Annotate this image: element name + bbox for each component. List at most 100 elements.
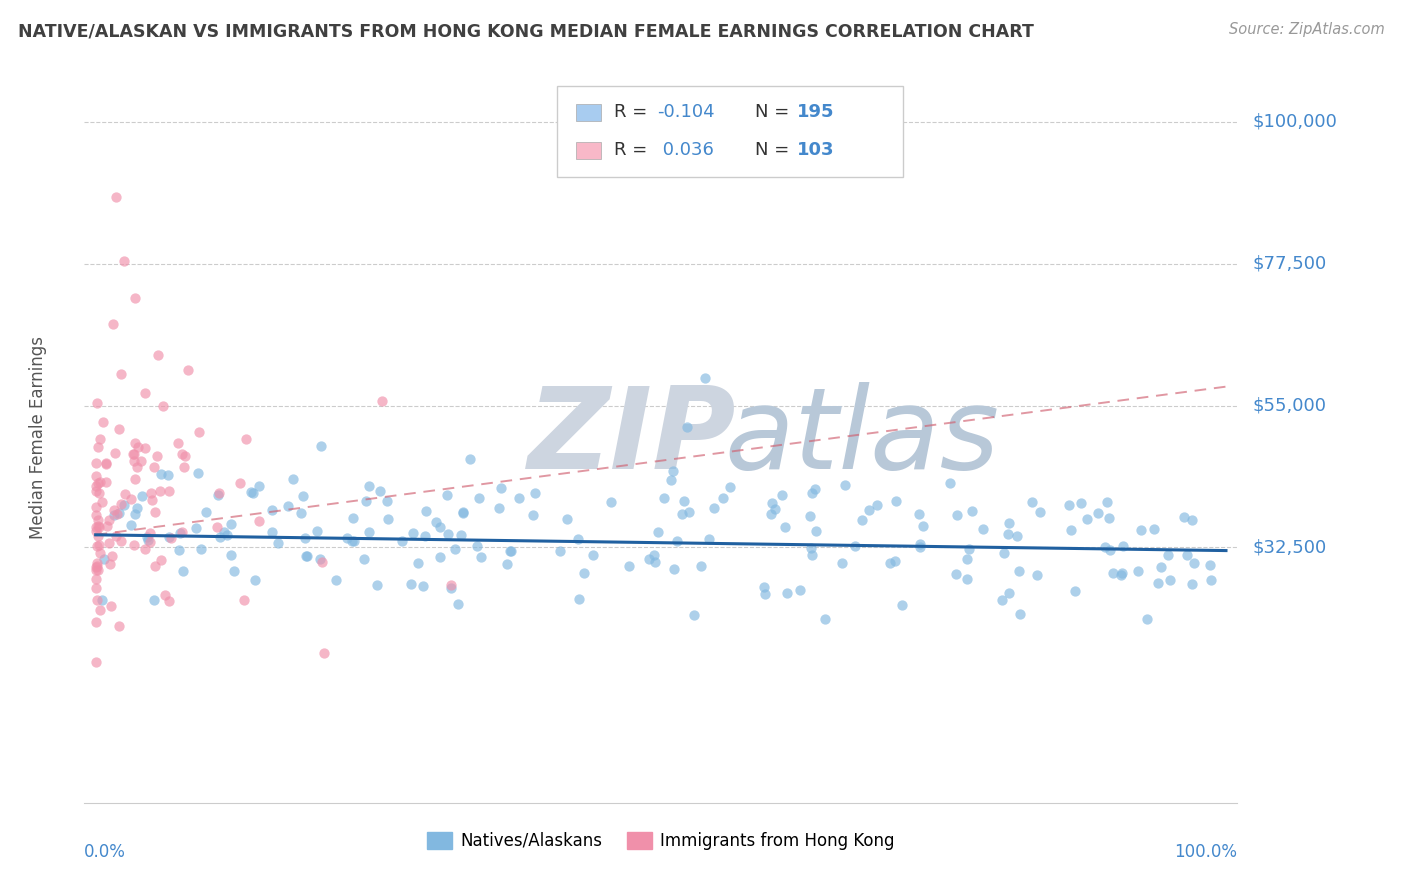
Point xyxy=(219,548,242,562)
Text: R =: R = xyxy=(613,141,652,159)
Point xyxy=(169,543,191,558)
Point xyxy=(800,541,823,555)
Point xyxy=(671,507,693,521)
Point xyxy=(695,371,717,385)
Point xyxy=(84,615,107,629)
Point xyxy=(1063,584,1085,599)
Point xyxy=(1126,564,1149,578)
Point xyxy=(212,525,235,540)
Point xyxy=(120,492,142,507)
Point xyxy=(127,440,149,454)
Point xyxy=(1143,522,1166,536)
Point xyxy=(157,483,180,498)
Point xyxy=(173,460,195,475)
Point xyxy=(371,394,394,409)
Point xyxy=(366,578,388,592)
Point xyxy=(233,592,256,607)
Point xyxy=(1199,574,1222,588)
Point xyxy=(188,425,211,439)
Point xyxy=(844,539,866,553)
Point xyxy=(172,447,194,461)
Point xyxy=(1135,612,1157,626)
Point xyxy=(143,459,166,474)
Point xyxy=(672,494,695,508)
Point xyxy=(98,536,121,550)
Point xyxy=(883,554,905,568)
Point xyxy=(281,472,304,486)
Point xyxy=(638,552,661,566)
Point xyxy=(834,478,856,492)
Point xyxy=(222,565,245,579)
Point xyxy=(1095,494,1118,508)
Point xyxy=(489,481,512,495)
Point xyxy=(84,478,107,492)
Point xyxy=(247,514,270,528)
Point xyxy=(522,508,544,522)
Point xyxy=(399,576,422,591)
Point xyxy=(652,491,675,506)
Text: ZIP: ZIP xyxy=(529,382,737,492)
Point xyxy=(1094,541,1116,555)
Point xyxy=(89,475,111,489)
Point xyxy=(143,559,166,574)
Point xyxy=(568,592,591,607)
Point xyxy=(86,395,108,409)
Point xyxy=(945,508,967,523)
Point xyxy=(436,487,458,501)
Text: atlas: atlas xyxy=(724,382,1000,492)
Point xyxy=(172,564,194,578)
Point xyxy=(865,498,887,512)
Point xyxy=(112,498,135,512)
Point xyxy=(122,539,145,553)
Point xyxy=(406,556,429,570)
Point xyxy=(1111,568,1133,582)
Point xyxy=(93,552,115,566)
Point xyxy=(343,534,366,549)
Point xyxy=(149,483,172,498)
Point xyxy=(103,508,125,522)
Point xyxy=(311,438,333,452)
Point xyxy=(124,472,146,486)
Point xyxy=(235,432,257,446)
Point xyxy=(229,476,252,491)
Point xyxy=(567,532,589,546)
Point xyxy=(391,534,413,549)
Point xyxy=(215,528,238,542)
Point xyxy=(84,524,107,538)
Text: -0.104: -0.104 xyxy=(658,103,716,120)
Point xyxy=(124,507,146,521)
Point xyxy=(1182,556,1205,570)
Point xyxy=(1098,542,1121,557)
Text: 0.0%: 0.0% xyxy=(84,843,127,861)
Text: Median Female Earnings: Median Female Earnings xyxy=(30,335,48,539)
Text: N =: N = xyxy=(755,103,796,120)
Point xyxy=(159,531,181,545)
Point xyxy=(157,530,180,544)
Point xyxy=(139,486,162,500)
Point xyxy=(972,522,994,536)
Point xyxy=(87,476,110,491)
Text: NATIVE/ALASKAN VS IMMIGRANTS FROM HONG KONG MEDIAN FEMALE EARNINGS CORRELATION C: NATIVE/ALASKAN VS IMMIGRANTS FROM HONG K… xyxy=(18,22,1035,40)
Point xyxy=(89,520,111,534)
Point xyxy=(87,513,110,527)
Point xyxy=(429,520,451,534)
Point xyxy=(1198,558,1220,572)
Point xyxy=(87,563,110,577)
Point xyxy=(440,578,463,592)
Point xyxy=(156,467,179,482)
Point xyxy=(957,542,980,557)
Point xyxy=(800,485,823,500)
Point xyxy=(368,483,391,498)
Point xyxy=(134,442,156,456)
Point xyxy=(508,491,530,505)
Point xyxy=(120,518,142,533)
Point xyxy=(124,435,146,450)
Point xyxy=(960,504,983,518)
Point xyxy=(1111,566,1133,580)
Point xyxy=(675,419,697,434)
Point xyxy=(1173,510,1195,524)
Point xyxy=(1007,529,1029,543)
Point xyxy=(451,506,474,520)
Point xyxy=(814,612,837,626)
Point xyxy=(184,521,207,535)
